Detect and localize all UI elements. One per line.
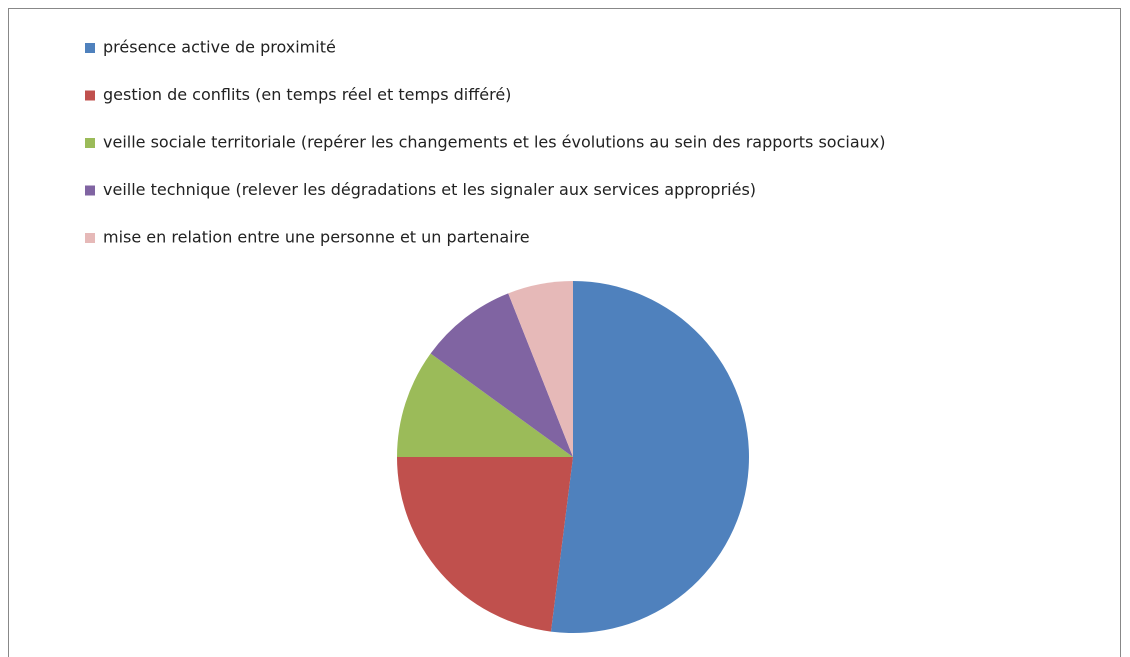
legend-swatch	[85, 185, 95, 196]
pie-slice	[508, 281, 573, 457]
legend-label: gestion de conflits (en temps réel et te…	[103, 85, 511, 104]
legend-label: mise en relation entre une personne et u…	[103, 228, 530, 247]
pie-slice	[397, 457, 573, 632]
pie-slice	[550, 281, 749, 633]
legend-swatch	[85, 43, 95, 53]
legend-label: présence active de proximité	[103, 38, 336, 57]
legend-label: veille sociale territoriale (repérer les…	[103, 133, 886, 152]
legend-swatch	[85, 90, 95, 101]
pie-slice	[397, 353, 573, 457]
pie-slice	[430, 293, 573, 457]
legend-swatch	[85, 233, 95, 243]
legend-label: veille technique (relever les dégradatio…	[103, 180, 756, 199]
legend-swatch	[85, 138, 95, 148]
